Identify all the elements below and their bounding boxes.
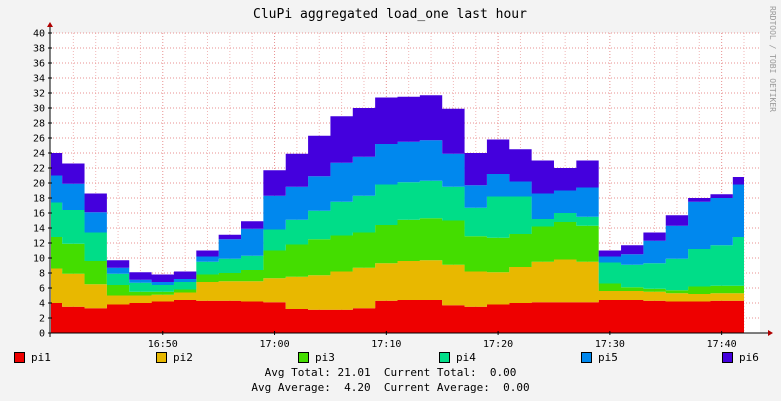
legend: pi1 pi2 pi3 pi4 pi5 pi6 xyxy=(0,351,781,367)
y-tick-label: 28 xyxy=(33,119,45,130)
y-tick-label: 22 xyxy=(33,164,45,175)
y-tick-label: 38 xyxy=(33,44,45,55)
y-tick-label: 36 xyxy=(33,59,45,70)
legend-label: pi1 xyxy=(31,351,51,364)
y-tick-label: 34 xyxy=(33,74,45,85)
y-tick-label: 24 xyxy=(33,149,45,160)
legend-item-pi5: pi5 xyxy=(581,351,618,364)
y-tick-label: 4 xyxy=(39,299,45,310)
y-tick-label: 10 xyxy=(33,254,45,265)
y-tick-label: 0 xyxy=(39,329,45,340)
legend-swatch xyxy=(722,352,733,363)
axes xyxy=(47,22,773,337)
y-tick-label: 2 xyxy=(39,314,45,325)
legend-swatch xyxy=(298,352,309,363)
y-tick-label: 26 xyxy=(33,134,45,145)
area-pi3 xyxy=(51,218,744,296)
y-tick-label: 16 xyxy=(33,209,45,220)
legend-swatch xyxy=(14,352,25,363)
legend-label: pi6 xyxy=(739,351,759,364)
rrdtool-watermark: RRDTOOL / TOBI OETIKER xyxy=(768,6,777,112)
y-tick-label: 12 xyxy=(33,239,45,250)
chart-svg: CluPi aggregated load_one last hour RRDT… xyxy=(32,6,777,350)
chart-title: CluPi aggregated load_one last hour xyxy=(253,7,527,22)
legend-swatch xyxy=(156,352,167,363)
area-pi4 xyxy=(51,180,744,292)
area-pi5 xyxy=(51,140,744,285)
x-tick-label: 17:00 xyxy=(259,339,289,350)
x-tick-label: 17:20 xyxy=(483,339,513,350)
legend-label: pi3 xyxy=(315,351,335,364)
area-pi6 xyxy=(51,95,744,282)
area-pi2 xyxy=(51,259,744,310)
x-tick-label: 16:50 xyxy=(148,339,178,350)
x-tick-label: 17:40 xyxy=(707,339,737,350)
y-tick-label: 6 xyxy=(39,284,45,295)
stats-line-1: Avg Total: 21.01 Current Total: 0.00 xyxy=(264,366,517,379)
y-tick-label: 32 xyxy=(33,89,45,100)
legend-swatch xyxy=(581,352,592,363)
y-axis-arrow xyxy=(47,22,53,27)
legend-swatch xyxy=(439,352,450,363)
x-tick-label: 17:30 xyxy=(595,339,625,350)
stats-line-2: Avg Average: 4.20 Current Average: 0.00 xyxy=(251,381,530,394)
legend-item-pi4: pi4 xyxy=(439,351,476,364)
x-tick-label: 17:10 xyxy=(371,339,401,350)
stacked-areas xyxy=(51,95,744,333)
y-tick-label: 30 xyxy=(33,104,45,115)
legend-item-pi6: pi6 xyxy=(722,351,759,364)
x-tick-labels: 16:50 17:00 17:10 17:20 17:30 17:40 xyxy=(148,331,737,350)
legend-item-pi1: pi1 xyxy=(14,351,51,364)
area-pi1 xyxy=(51,300,744,333)
legend-label: pi5 xyxy=(598,351,618,364)
legend-item-pi3: pi3 xyxy=(298,351,335,364)
y-tick-label: 8 xyxy=(39,269,45,280)
y-tick-label: 40 xyxy=(33,29,45,40)
y-tick-label: 18 xyxy=(33,194,45,205)
legend-label: pi2 xyxy=(173,351,193,364)
legend-label: pi4 xyxy=(456,351,476,364)
x-axis-arrow xyxy=(768,330,773,336)
y-tick-label: 14 xyxy=(33,224,45,235)
y-tick-label: 20 xyxy=(33,179,45,190)
legend-item-pi2: pi2 xyxy=(156,351,193,364)
